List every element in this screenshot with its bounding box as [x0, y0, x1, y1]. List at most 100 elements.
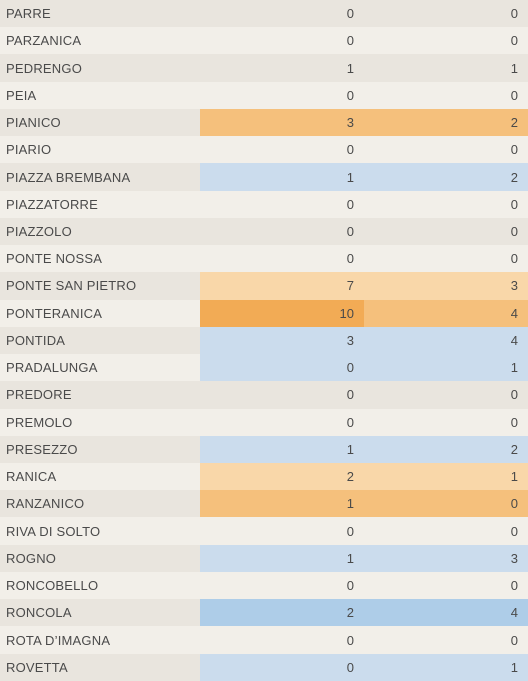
value-col-1: 1 [200, 163, 364, 190]
table-row: PEIA00 [0, 82, 528, 109]
table-row: PONTE SAN PIETRO73 [0, 272, 528, 299]
table-row: PIANICO32 [0, 109, 528, 136]
municipality-name: PIAZZA BREMBANA [0, 163, 200, 190]
value-col-2: 0 [364, 27, 528, 54]
value-col-2: 0 [364, 136, 528, 163]
municipality-name: PONTERANICA [0, 300, 200, 327]
table-row: RANICA21 [0, 463, 528, 490]
municipality-name: PREMOLO [0, 409, 200, 436]
value-col-2: 0 [364, 517, 528, 544]
value-col-2: 4 [364, 300, 528, 327]
municipality-name: PREDORE [0, 381, 200, 408]
municipality-name: PONTE SAN PIETRO [0, 272, 200, 299]
value-col-1: 2 [200, 599, 364, 626]
value-col-1: 0 [200, 409, 364, 436]
municipality-name: PRADALUNGA [0, 354, 200, 381]
value-col-1: 0 [200, 572, 364, 599]
value-col-1: 1 [200, 490, 364, 517]
value-col-2: 2 [364, 109, 528, 136]
value-col-2: 0 [364, 409, 528, 436]
municipality-name: RANZANICO [0, 490, 200, 517]
table-row: ROGNO13 [0, 545, 528, 572]
value-col-1: 7 [200, 272, 364, 299]
municipality-name: RANICA [0, 463, 200, 490]
value-col-2: 0 [364, 82, 528, 109]
table-row: PREDORE00 [0, 381, 528, 408]
municipality-name: PONTE NOSSA [0, 245, 200, 272]
value-col-2: 0 [364, 191, 528, 218]
municipality-name: RONCOBELLO [0, 572, 200, 599]
table-row: RONCOBELLO00 [0, 572, 528, 599]
municipality-name: PARZANICA [0, 27, 200, 54]
value-col-1: 0 [200, 354, 364, 381]
municipality-name: RONCOLA [0, 599, 200, 626]
value-col-2: 0 [364, 626, 528, 653]
value-col-1: 0 [200, 517, 364, 544]
table-row: PARRE00 [0, 0, 528, 27]
table-row: PONTE NOSSA00 [0, 245, 528, 272]
value-col-1: 3 [200, 327, 364, 354]
value-col-1: 0 [200, 626, 364, 653]
value-col-1: 1 [200, 54, 364, 81]
value-col-2: 0 [364, 490, 528, 517]
value-col-1: 0 [200, 245, 364, 272]
value-col-1: 0 [200, 82, 364, 109]
value-col-1: 0 [200, 191, 364, 218]
value-col-2: 2 [364, 436, 528, 463]
municipality-name: PEIA [0, 82, 200, 109]
table-row: PRADALUNGA01 [0, 354, 528, 381]
value-col-1: 0 [200, 381, 364, 408]
value-col-2: 0 [364, 572, 528, 599]
value-col-1: 1 [200, 545, 364, 572]
municipality-name: ROGNO [0, 545, 200, 572]
value-col-2: 1 [364, 463, 528, 490]
value-col-2: 0 [364, 245, 528, 272]
table-row: PEDRENGO11 [0, 54, 528, 81]
value-col-2: 2 [364, 163, 528, 190]
table-row: ROVETTA01 [0, 654, 528, 681]
table-row: PIAZZOLO00 [0, 218, 528, 245]
value-col-2: 0 [364, 218, 528, 245]
table-row: PRESEZZO12 [0, 436, 528, 463]
table-row: PONTERANICA104 [0, 300, 528, 327]
municipality-name: PIANICO [0, 109, 200, 136]
municipality-name: ROVETTA [0, 654, 200, 681]
value-col-1: 0 [200, 0, 364, 27]
value-col-2: 4 [364, 599, 528, 626]
municipality-name: PARRE [0, 0, 200, 27]
value-col-2: 0 [364, 381, 528, 408]
value-col-1: 3 [200, 109, 364, 136]
value-col-1: 0 [200, 654, 364, 681]
table-row: PIAZZATORRE00 [0, 191, 528, 218]
table-row: RONCOLA24 [0, 599, 528, 626]
municipality-name: PEDRENGO [0, 54, 200, 81]
value-col-2: 1 [364, 654, 528, 681]
value-col-2: 3 [364, 272, 528, 299]
table-row: PONTIDA34 [0, 327, 528, 354]
table-row: PREMOLO00 [0, 409, 528, 436]
value-col-1: 1 [200, 436, 364, 463]
municipality-name: PIAZZOLO [0, 218, 200, 245]
value-col-2: 3 [364, 545, 528, 572]
value-col-1: 10 [200, 300, 364, 327]
value-col-1: 0 [200, 27, 364, 54]
data-table: PARRE00PARZANICA00PEDRENGO11PEIA00PIANIC… [0, 0, 528, 681]
municipality-name: PIARIO [0, 136, 200, 163]
table-row: PIARIO00 [0, 136, 528, 163]
value-col-2: 1 [364, 54, 528, 81]
table-row: ROTA D’IMAGNA00 [0, 626, 528, 653]
value-col-1: 2 [200, 463, 364, 490]
value-col-2: 4 [364, 327, 528, 354]
table-row: RANZANICO10 [0, 490, 528, 517]
value-col-2: 1 [364, 354, 528, 381]
municipality-name: PRESEZZO [0, 436, 200, 463]
municipality-name: RIVA DI SOLTO [0, 517, 200, 544]
municipality-name: ROTA D’IMAGNA [0, 626, 200, 653]
table-row: PARZANICA00 [0, 27, 528, 54]
value-col-2: 0 [364, 0, 528, 27]
value-col-1: 0 [200, 218, 364, 245]
table-row: PIAZZA BREMBANA12 [0, 163, 528, 190]
value-col-1: 0 [200, 136, 364, 163]
table-row: RIVA DI SOLTO00 [0, 517, 528, 544]
municipality-name: PONTIDA [0, 327, 200, 354]
